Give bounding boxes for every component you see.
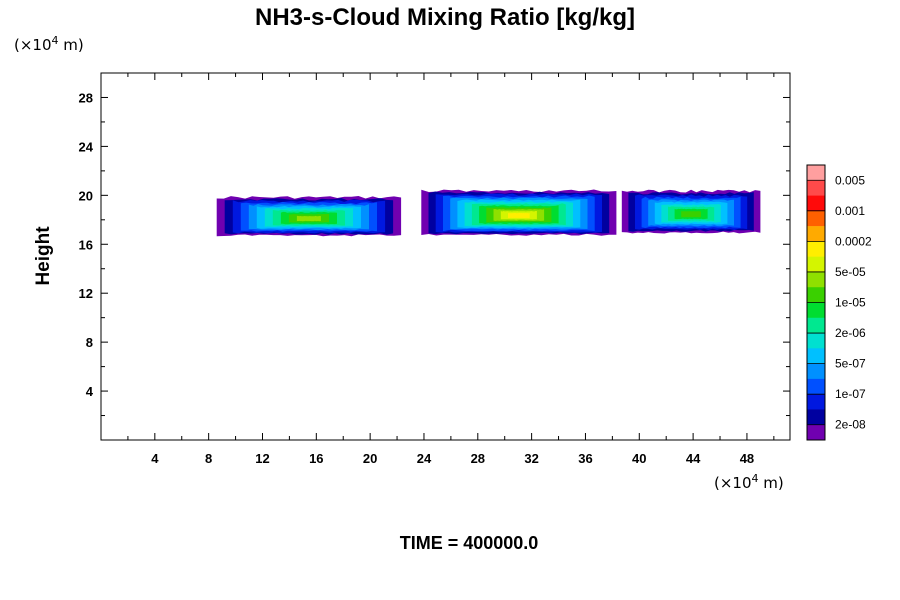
colorbar-label: 2e-06 [835, 326, 866, 340]
y-axis-label: Height [33, 226, 54, 286]
y-tick-label: 28 [79, 90, 93, 105]
colorbar-swatch [807, 256, 825, 273]
x-tick-label: 44 [686, 451, 701, 466]
colorbar-swatch [807, 165, 825, 181]
plot-frame [100, 72, 791, 441]
y-axis: 4 8 12 16 20 24 28 [79, 72, 790, 417]
colorbar: 0.005 0.001 0.0002 5e-05 1e-05 2e-06 5e-07 1e-0… [806, 164, 872, 441]
x-tick-label: 4 [151, 451, 159, 466]
colorbar-label: 5e-07 [835, 357, 866, 371]
colorbar-swatch [807, 210, 825, 227]
colorbar-label: 0.0002 [835, 234, 872, 248]
y-tick-label: 4 [86, 384, 94, 399]
colorbar-swatch [807, 424, 825, 441]
time-label: TIME = 400000.0 [400, 533, 539, 553]
colorbar-label: 0.001 [835, 204, 865, 218]
y-tick-label: 24 [79, 139, 94, 154]
colorbar-label: 2e-08 [835, 418, 866, 432]
x-tick-label: 20 [363, 451, 377, 466]
cloud-contour [508, 212, 530, 219]
colorbar-swatch [807, 241, 825, 257]
colorbar-swatch [807, 394, 825, 410]
x-tick-label: 28 [471, 451, 485, 466]
x-unit-label: (×104 m) [714, 472, 784, 492]
x-tick-label: 8 [205, 451, 212, 466]
x-tick-label: 12 [255, 451, 269, 466]
colorbar-swatch [807, 348, 825, 364]
colorbar-swatch [807, 363, 825, 380]
x-tick-label: 16 [309, 451, 323, 466]
y-tick-label: 20 [79, 188, 93, 203]
colorbar-swatch [807, 302, 825, 319]
colorbar-swatch [807, 287, 825, 303]
x-tick-label: 36 [578, 451, 592, 466]
colorbar-swatch [807, 195, 825, 212]
colorbar-swatch [807, 180, 825, 196]
colorbar-swatch [807, 333, 825, 349]
cloud-field [216, 189, 761, 237]
cloud-contour [296, 215, 321, 222]
colorbar-swatch [807, 409, 825, 426]
y-unit-label: (×104 m) [14, 34, 84, 54]
x-axis: 4 8 12 16 20 24 28 32 36 40 44 48 [127, 73, 775, 466]
colorbar-label: 0.005 [835, 173, 865, 187]
colorbar-swatch [807, 378, 825, 395]
chart-title: NH3-s-Cloud Mixing Ratio [kg/kg] [255, 4, 635, 31]
x-tick-label: 32 [524, 451, 538, 466]
y-tick-label: 12 [79, 286, 93, 301]
y-tick-label: 16 [79, 237, 93, 252]
cloud-contour [681, 211, 701, 218]
colorbar-swatch [807, 226, 825, 242]
x-tick-label: 24 [417, 451, 432, 466]
x-tick-label: 40 [632, 451, 646, 466]
colorbar-label: 1e-07 [835, 387, 866, 401]
y-tick-label: 8 [86, 335, 93, 350]
colorbar-label: 5e-05 [835, 265, 866, 279]
colorbar-swatch [807, 271, 825, 288]
colorbar-label: 1e-05 [835, 296, 866, 310]
colorbar-swatch [807, 317, 825, 334]
x-tick-label: 48 [740, 451, 754, 466]
